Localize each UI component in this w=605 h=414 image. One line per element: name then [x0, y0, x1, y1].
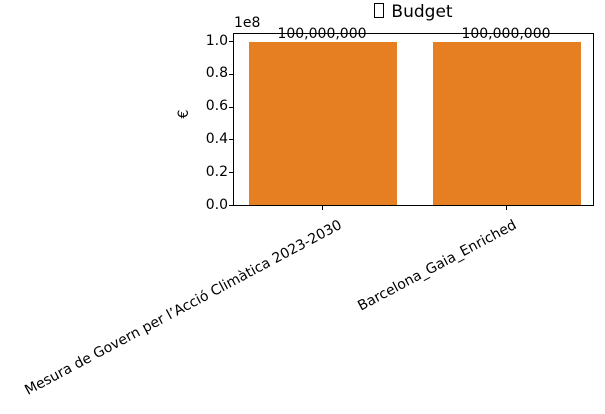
plot-area: [233, 33, 594, 206]
chart-title: Budget: [233, 2, 594, 22]
y-tick-mark: [229, 74, 233, 75]
y-tick-label: 0.8: [205, 65, 228, 81]
x-tick-label: Barcelona_Gaia_Enriched: [355, 217, 520, 315]
y-tick-label: 0.4: [205, 131, 228, 147]
y-tick-label: 0.2: [205, 164, 228, 180]
y-tick-label: 0.0: [205, 197, 228, 213]
chart-title-text: Budget: [391, 2, 453, 22]
bar: [433, 42, 581, 205]
y-tick-mark: [229, 41, 233, 42]
missing-glyph-icon: [374, 3, 385, 18]
y-tick-label: 0.6: [205, 98, 228, 114]
y-tick-label: 1.0: [205, 33, 228, 49]
bar-value-label: 100,000,000: [277, 26, 367, 42]
x-tick-label: Mesura de Govern per l’Acció Climàtica 2…: [22, 217, 346, 399]
y-axis-offset-label: 1e8: [234, 15, 261, 31]
bar-value-label: 100,000,000: [461, 26, 551, 42]
x-tick-mark: [322, 206, 323, 210]
y-tick-mark: [229, 205, 233, 206]
y-tick-mark: [229, 139, 233, 140]
x-tick-mark: [506, 206, 507, 210]
bar: [249, 42, 397, 205]
y-tick-mark: [229, 107, 233, 108]
y-tick-mark: [229, 172, 233, 173]
